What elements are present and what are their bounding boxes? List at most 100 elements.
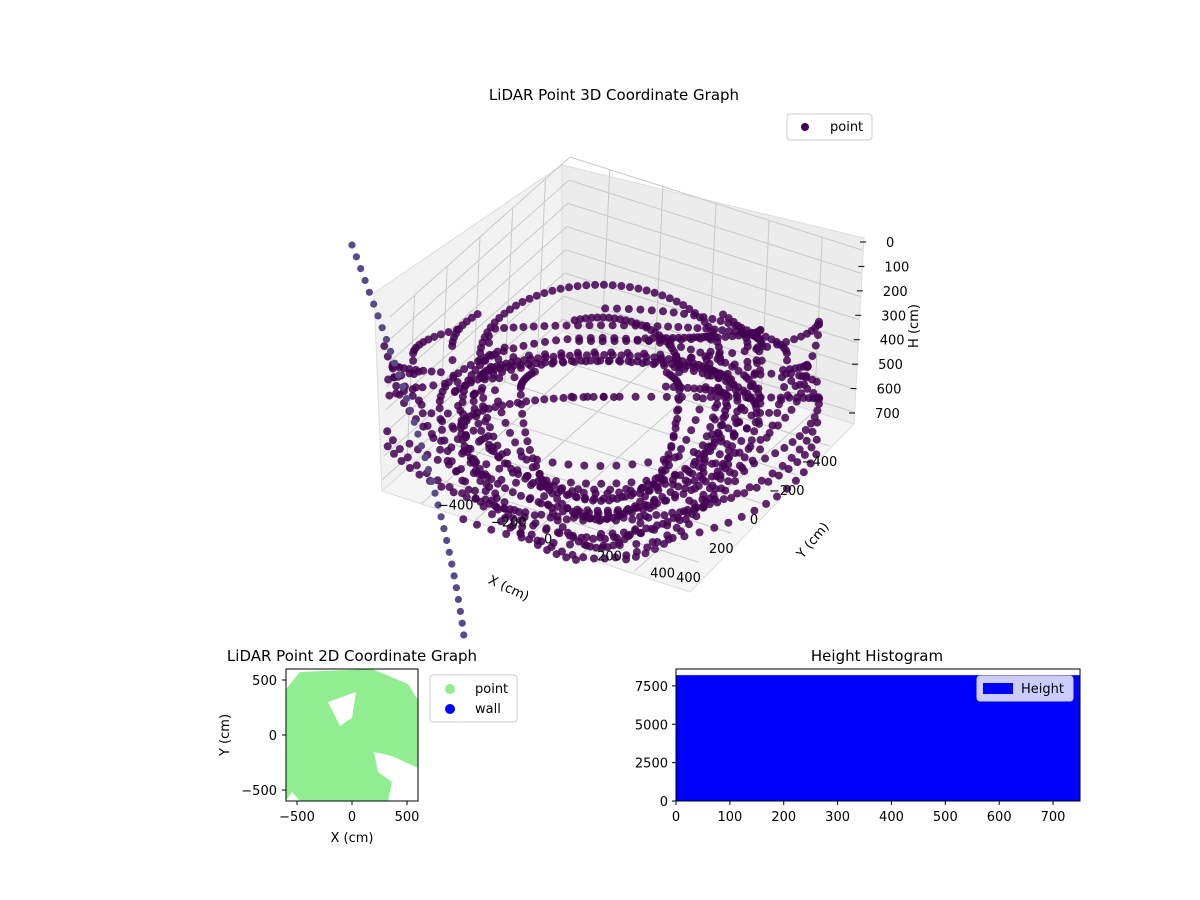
point-3d: [458, 436, 467, 445]
point-3d: [500, 324, 509, 332]
point-3d: [535, 469, 544, 478]
point-3d: [612, 461, 621, 470]
point-3d: [795, 445, 804, 454]
point-3d: [673, 513, 682, 522]
point-3d: [530, 339, 539, 348]
point-3d: [680, 309, 689, 318]
x-axis-histogram: 0 100 200 300 400 500 600 700: [672, 801, 1065, 825]
point-3d: [638, 484, 647, 492]
grid-3d-wall-y: [760, 220, 770, 395]
point-3d: [683, 383, 692, 392]
point-3d: [437, 482, 446, 491]
y-axis-2d-label: Y (cm): [218, 714, 233, 757]
point-3d: [473, 520, 481, 529]
point-3d: [679, 490, 688, 498]
point-3d: [677, 343, 685, 351]
point-3d-outer-ring: [365, 288, 373, 296]
point-3d: [496, 364, 505, 373]
point-3d: [798, 372, 807, 381]
point-3d: [440, 436, 449, 445]
point-3d: [740, 347, 749, 356]
point-3d: [737, 437, 746, 445]
point-3d: [706, 393, 715, 401]
point-3d: [682, 435, 691, 444]
legend-histogram-label: Height: [1021, 682, 1064, 697]
point-3d: [537, 510, 546, 519]
point-3d: [571, 492, 580, 501]
point-3d: [519, 419, 528, 428]
y-axis-3d-tick: 200: [597, 549, 622, 564]
point-3d: [436, 445, 445, 454]
point-3d: [542, 525, 551, 534]
point-3d: [703, 443, 712, 452]
point-3d-outer-ring: [440, 525, 448, 533]
point-3d: [693, 324, 702, 333]
point-3d: [471, 389, 480, 398]
point-3d-outer-ring: [414, 430, 422, 438]
point-3d-outer-ring: [445, 548, 453, 556]
point-3d: [753, 334, 762, 343]
point-3d: [677, 445, 685, 453]
point-3d: [716, 474, 725, 483]
point-3d: [599, 541, 608, 550]
z-axis-3d-tick: 400: [880, 334, 905, 349]
point-3d-outer-ring: [378, 324, 386, 332]
point-3d: [563, 504, 572, 513]
point-3d: [784, 465, 793, 473]
point-3d: [728, 349, 737, 358]
point-3d: [445, 483, 454, 491]
point-3d: [519, 341, 528, 350]
point-3d: [665, 294, 674, 303]
point-3d: [530, 511, 539, 520]
point-3d: [502, 363, 511, 371]
point-3d: [501, 484, 510, 493]
point-3d: [613, 304, 621, 313]
point-3d: [471, 494, 480, 503]
point-3d: [694, 462, 703, 471]
point-3d: [752, 356, 761, 365]
chart-3d: LiDAR Point 3D Coordinate Graph −400 −200…: [348, 86, 922, 639]
point-3d: [597, 321, 605, 330]
point-3d: [627, 478, 636, 487]
plot-frame-histogram: [675, 668, 1081, 802]
point-3d: [540, 289, 549, 298]
point-3d-outer-ring: [448, 560, 456, 568]
point-3d: [500, 343, 509, 352]
point-3d: [488, 443, 497, 452]
point-3d: [563, 335, 572, 344]
point-3d: [534, 498, 543, 507]
point-3d: [795, 432, 804, 441]
point-3d: [600, 554, 609, 563]
point-3d: [687, 426, 696, 435]
point-3d: [752, 345, 761, 354]
point-3d: [719, 495, 728, 504]
point-3d: [458, 489, 467, 498]
point-3d: [742, 424, 751, 433]
point-3d: [713, 467, 722, 476]
point-3d: [716, 317, 725, 325]
point-3d: [715, 450, 724, 459]
point-3d: [574, 485, 583, 494]
point-3d: [549, 357, 558, 366]
point-3d: [752, 483, 761, 492]
y-axis-3d-label: Y (cm): [793, 520, 832, 563]
grid-3d-z-right: [388, 179, 570, 341]
point-3d: [403, 453, 412, 462]
point-3d: [641, 492, 649, 501]
point-3d: [685, 520, 693, 529]
point-3d: [390, 449, 398, 458]
point-3d: [815, 320, 824, 329]
point-3d: [411, 383, 420, 392]
legend-2d-marker-wall: [445, 704, 455, 714]
point-3d: [487, 475, 496, 484]
point-3d: [518, 409, 527, 418]
point-3d: [525, 495, 534, 504]
point-3d: [506, 305, 514, 314]
point-3d: [686, 353, 695, 362]
point-3d: [540, 492, 549, 501]
point-3d: [684, 323, 693, 332]
point-3d: [516, 516, 525, 525]
point-3d: [687, 486, 696, 495]
point-3d: [668, 334, 677, 342]
